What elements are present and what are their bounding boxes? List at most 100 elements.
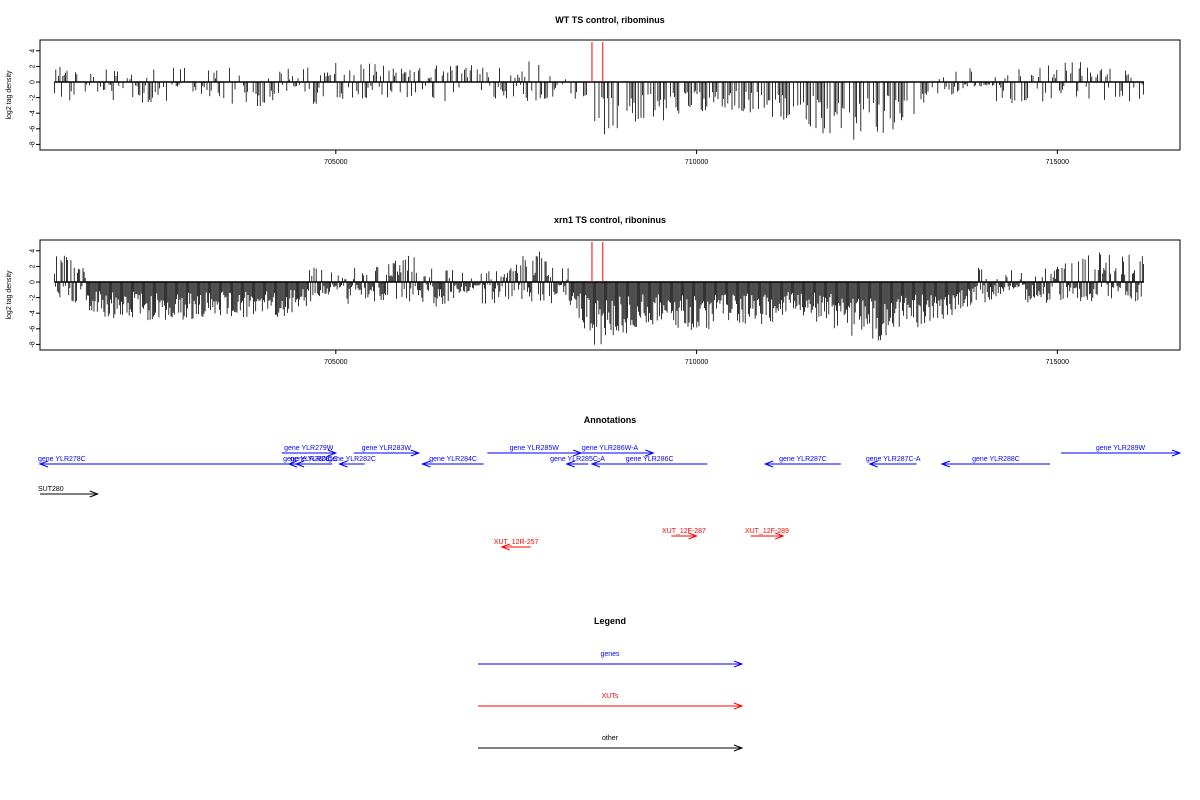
arrow-head <box>500 543 510 551</box>
arrow-head <box>420 460 431 468</box>
annotation-label: gene YLR285W <box>510 445 560 452</box>
annotation-feature: gene YLR286C <box>590 456 708 468</box>
x-tick-label: 715000 <box>1046 359 1069 366</box>
x-tick-label: 710000 <box>685 359 708 366</box>
y-tick-label: 0 <box>30 280 37 284</box>
annotation-label: XUT_12F-287 <box>662 528 706 535</box>
y-axis-ticks: 4 2 0 -2 -4 -6 -8 <box>30 49 40 148</box>
annotation-feature: gene YLR282C <box>328 456 376 468</box>
annotation-feature: gene YLR288C <box>940 456 1051 468</box>
x-tick-label: 705000 <box>324 359 347 366</box>
arrow-head <box>327 449 338 457</box>
x-tick-label: 710000 <box>685 159 708 166</box>
arrow-head <box>565 460 575 468</box>
annotation-label: gene YLR280C <box>283 456 331 463</box>
annotation-label: gene YLR287C <box>779 456 827 463</box>
y-tick-label: -4 <box>30 110 37 116</box>
annotation-feature: gene YLR286W-A <box>566 445 655 457</box>
annotation-label: gene YLR287C-A <box>866 456 921 463</box>
arrow-head <box>733 744 744 752</box>
annotation-label: XUT_12R-257 <box>494 539 539 546</box>
arrow-head <box>1171 449 1182 457</box>
annotation-feature: gene YLR281C <box>290 456 338 468</box>
y-tick-label: -2 <box>30 294 37 300</box>
x-tick-label: 715000 <box>1046 159 1069 166</box>
annotation-feature: gene YLR285C-A <box>550 456 605 468</box>
arrow-head <box>590 460 601 468</box>
annotations-title: Annotations <box>584 415 637 425</box>
arrow-head <box>38 460 49 468</box>
arrow-head <box>940 460 951 468</box>
annotation-feature: XUT_12R-257 <box>494 539 539 551</box>
legend-label: other <box>602 735 619 742</box>
y-axis-label: log2 tag density <box>6 270 13 320</box>
annotation-feature: gene YLR289W <box>1060 445 1182 457</box>
arrow-head <box>287 460 298 468</box>
annotation-feature: XUT_12F-287 <box>662 528 706 540</box>
annotation-feature: SUT280 <box>38 486 100 498</box>
legend-entry: XUTs <box>478 693 744 710</box>
annotation-feature: gene YLR279W <box>281 445 338 457</box>
legend: Legend genes XUTs other <box>478 616 744 752</box>
y-tick-label: -6 <box>30 126 37 132</box>
legend-entries: genes XUTs other <box>478 651 744 752</box>
panel-title: WT TS control, ribominus <box>555 15 665 25</box>
y-tick-label: 2 <box>30 264 37 268</box>
legend-entry: other <box>478 735 744 752</box>
y-tick-label: 2 <box>30 64 37 68</box>
annotation-feature: gene YLR283W <box>353 445 421 457</box>
marker-lines <box>591 242 604 282</box>
y-tick-label: 4 <box>30 249 37 253</box>
x-axis-ticks: 705000 710000 715000 <box>324 150 1069 166</box>
y-tick-label: -6 <box>30 326 37 332</box>
annotation-label: gene YLR282C <box>328 456 376 463</box>
annotation-label: gene YLR285C-A <box>550 456 605 463</box>
panel-title: xrn1 TS control, riboninus <box>554 215 666 225</box>
x-axis-ticks: 705000 710000 715000 <box>324 350 1069 366</box>
annotation-feature: XUT_12F-289 <box>745 528 789 540</box>
arrow-head <box>733 660 744 668</box>
annotation-label: gene YLR278C <box>38 456 86 463</box>
annotation-feature: gene YLR285W <box>487 445 583 457</box>
annotation-label: XUT_12F-289 <box>745 528 789 535</box>
y-tick-label: 4 <box>30 49 37 53</box>
y-tick-label: 0 <box>30 80 37 84</box>
annotations-track: Annotations gene YLR278C gene YLR279W gene… <box>38 415 1182 551</box>
marker-lines <box>591 42 604 82</box>
y-tick-label: -8 <box>30 141 37 147</box>
y-axis-ticks: 4 2 0 -2 -4 -6 -8 <box>30 249 40 348</box>
y-tick-label: -2 <box>30 94 37 100</box>
annotation-feature: gene YLR278C <box>38 456 293 468</box>
annotation-label: gene YLR286W-A <box>582 445 638 452</box>
annotation-label: gene YLR281C <box>290 456 338 463</box>
panel-xrn1-ts-control: xrn1 TS control, riboninus log2 tag dens… <box>6 215 1181 366</box>
arrow-head <box>338 460 348 468</box>
plot-frame <box>39 239 1181 351</box>
legend-label: genes <box>600 651 620 658</box>
arrow-head <box>294 460 305 468</box>
annotation-feature: gene YLR284C <box>420 456 484 468</box>
legend-entry: genes <box>478 651 744 668</box>
annotation-label: gene YLR288C <box>972 456 1020 463</box>
y-tick-label: -8 <box>30 341 37 347</box>
annotation-label: gene YLR289W <box>1096 445 1146 452</box>
annotation-label: gene YLR279W <box>284 445 334 452</box>
arrow-head <box>645 449 655 457</box>
arrow-head <box>410 449 421 457</box>
legend-title: Legend <box>594 616 626 626</box>
annotation-label: gene YLR283W <box>362 445 412 452</box>
bars <box>54 61 1144 140</box>
plot-frame <box>39 39 1181 151</box>
arrow-head <box>733 702 744 710</box>
arrow-head <box>868 460 878 468</box>
annotation-feature: gene YLR287C <box>763 456 841 468</box>
bars <box>54 251 1144 345</box>
y-axis-label: log2 tag density <box>6 70 13 120</box>
arrow-head <box>774 532 785 540</box>
legend-label: XUTs <box>602 693 619 700</box>
y-tick-label: -4 <box>30 310 37 316</box>
annotation-label: gene YLR286C <box>626 456 674 463</box>
annotation-feature: gene YLR287C-A <box>866 456 921 468</box>
